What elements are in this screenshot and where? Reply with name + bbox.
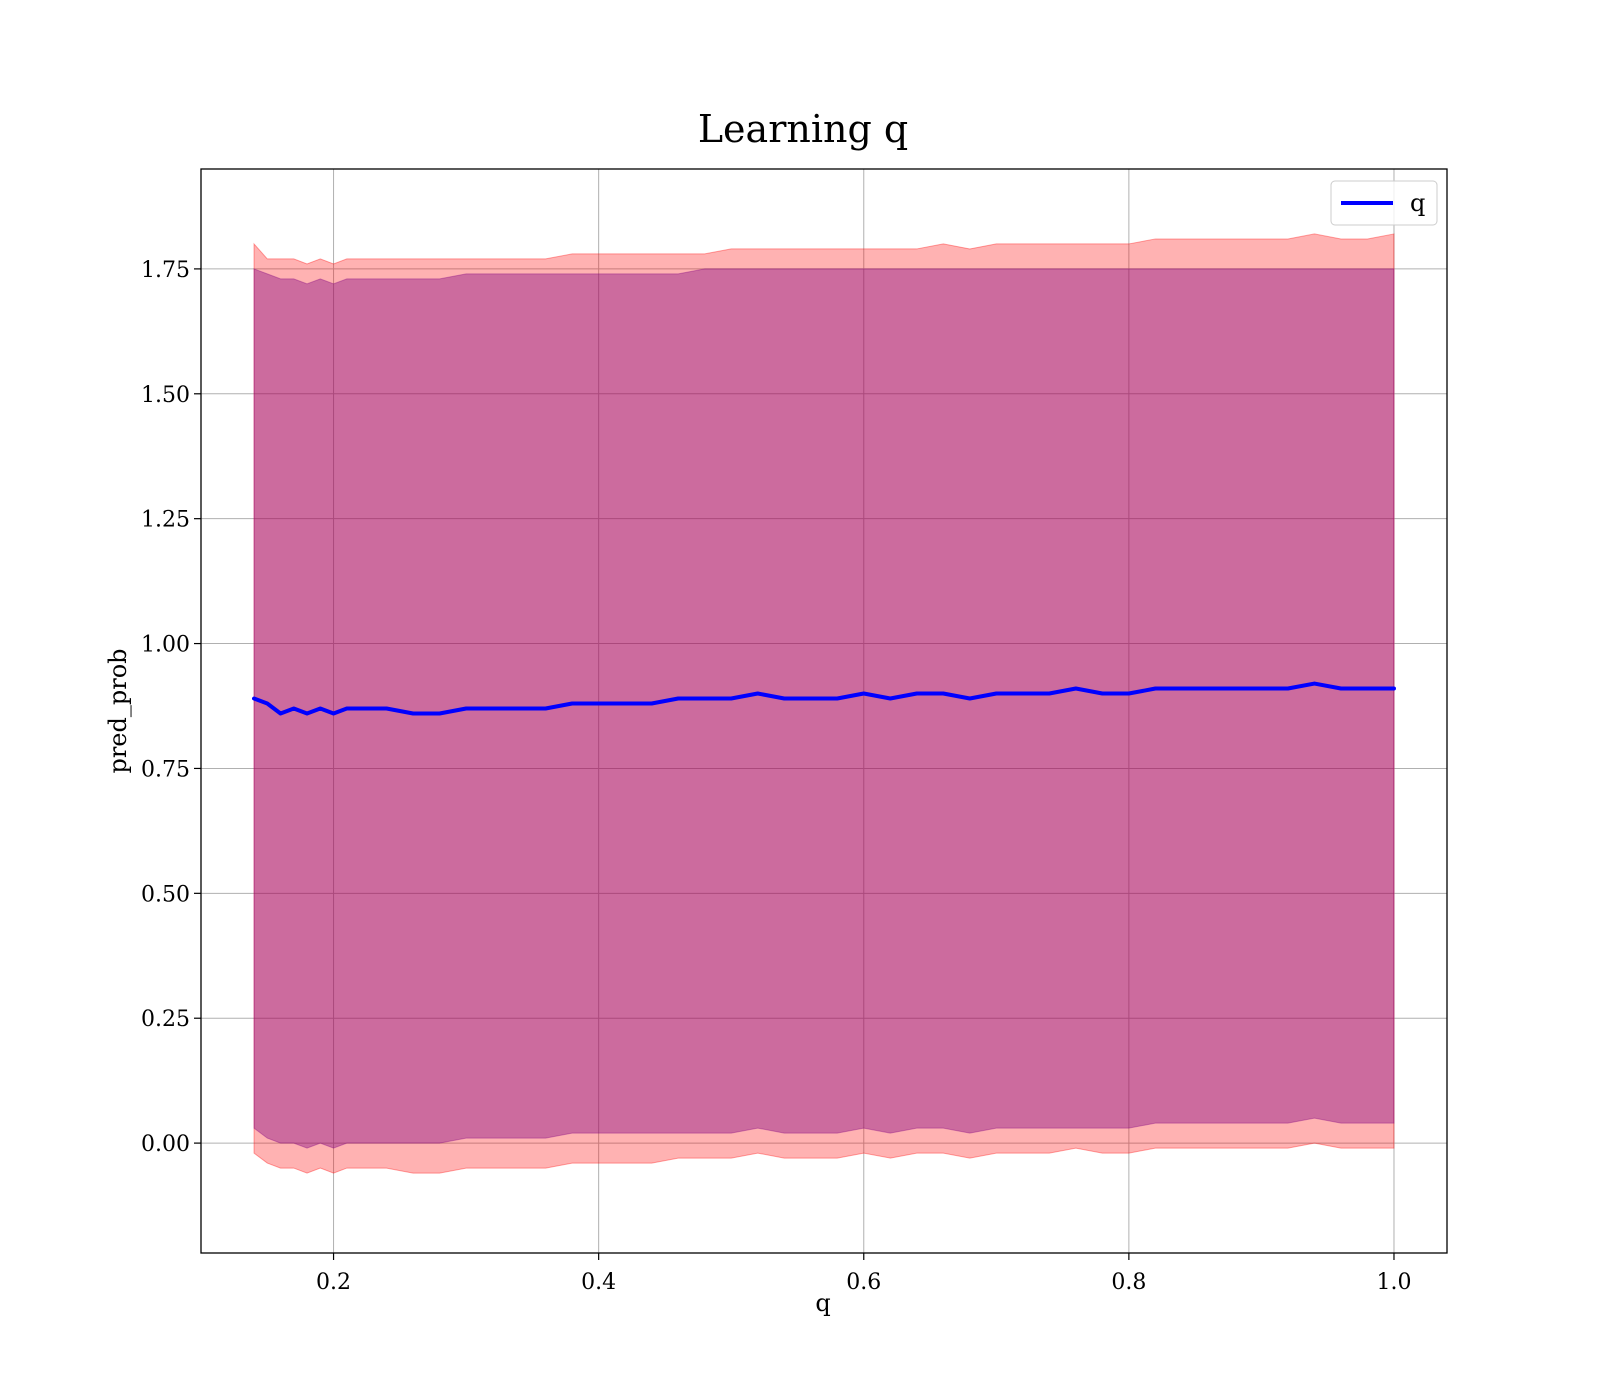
y-tick-label: 1.00 bbox=[141, 633, 190, 658]
tick-layer: 0.2 0.4 0.6 0.8 1.0 0.00 0.25 0.50 0.75 1.00 1.25 1… bbox=[141, 258, 1411, 1295]
grid-layer bbox=[201, 169, 1447, 1253]
y-tick-label: 0.25 bbox=[141, 1007, 190, 1032]
confidence-band-0 bbox=[253, 233, 1395, 1174]
x-tick-label: 0.4 bbox=[581, 1270, 616, 1295]
y-tick-label: 1.75 bbox=[141, 258, 190, 283]
legend-label-q: q bbox=[1410, 189, 1425, 217]
x-tick-label: 1.0 bbox=[1376, 1270, 1411, 1295]
x-tick-label: 0.6 bbox=[846, 1270, 881, 1295]
y-tick-label: 0.75 bbox=[141, 757, 190, 782]
series-line-q bbox=[252, 681, 1396, 716]
line-layer bbox=[252, 681, 1396, 716]
x-tick-label: 0.2 bbox=[316, 1270, 351, 1295]
confidence-band-1 bbox=[253, 268, 1395, 1149]
legend: q bbox=[1330, 180, 1438, 226]
band-layer bbox=[253, 233, 1395, 1174]
y-axis-label: pred_prob bbox=[104, 648, 132, 773]
y-tick-label: 0.00 bbox=[141, 1132, 190, 1157]
y-tick-label: 1.50 bbox=[141, 383, 190, 408]
y-tick-label: 1.25 bbox=[141, 508, 190, 533]
x-axis-label: q bbox=[815, 1289, 830, 1317]
x-tick-label: 0.8 bbox=[1111, 1270, 1146, 1295]
plot-frame bbox=[200, 168, 1448, 1254]
y-tick-label: 0.50 bbox=[141, 882, 190, 907]
chart-title: Learning q bbox=[698, 107, 908, 151]
